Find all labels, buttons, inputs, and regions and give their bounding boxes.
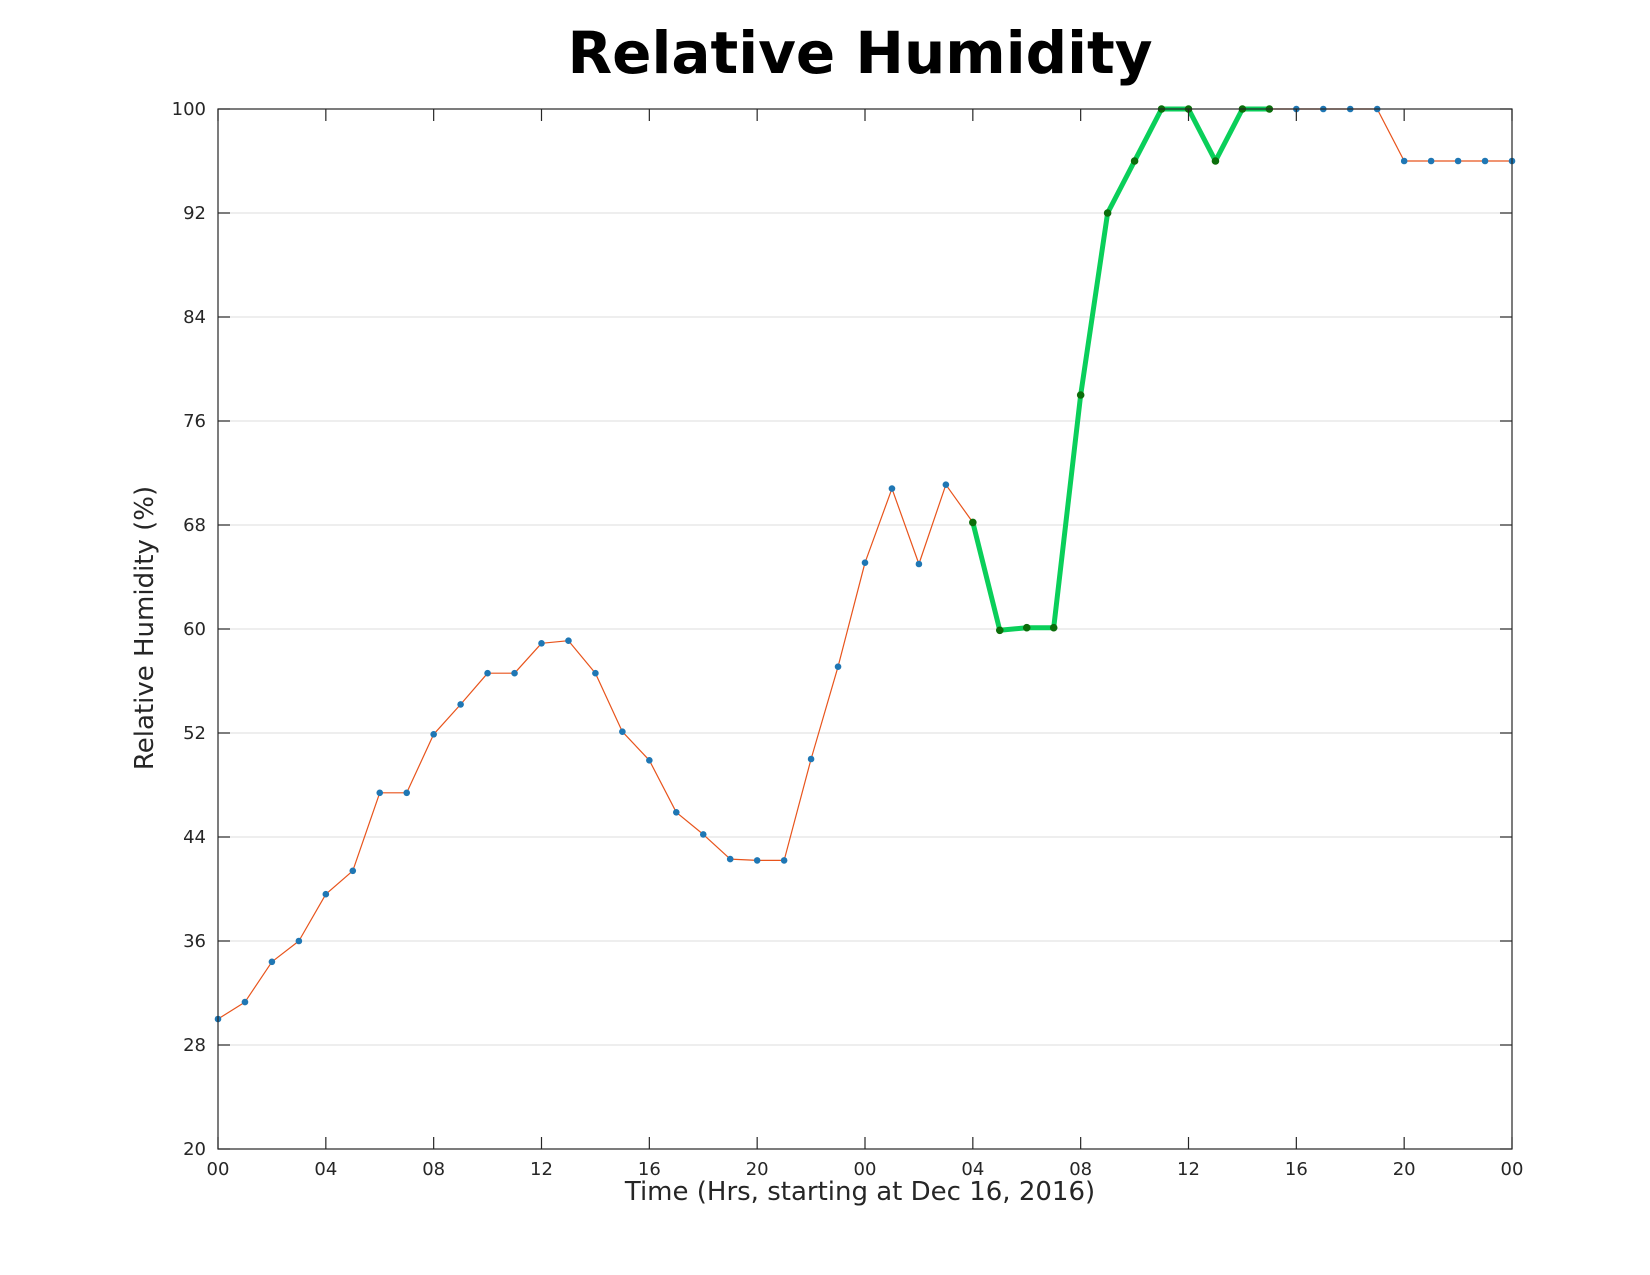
series-line-2	[970, 106, 1270, 633]
x-tick-label: 00	[854, 1159, 877, 1180]
data-point	[942, 481, 950, 489]
plot-series	[214, 105, 1516, 1023]
x-tick-label: 20	[1393, 1159, 1416, 1180]
x-axis-label: Time (Hrs, starting at Dec 16, 2016)	[624, 1177, 1095, 1207]
data-point	[1103, 209, 1112, 217]
y-tick-label: 100	[172, 99, 206, 120]
x-tick-label: 08	[1069, 1159, 1092, 1180]
x-tick-label: 00	[1501, 1159, 1524, 1180]
data-point	[807, 755, 815, 763]
data-point	[888, 485, 896, 492]
data-point	[1400, 157, 1408, 165]
y-tick-label: 84	[183, 307, 206, 328]
data-point	[511, 669, 518, 677]
y-axis-label: Relative Humidity (%)	[130, 486, 160, 770]
x-tick-label: 04	[961, 1159, 984, 1180]
data-point	[268, 958, 276, 966]
data-point	[457, 701, 464, 708]
y-tick-label: 44	[183, 827, 206, 848]
data-point	[295, 937, 303, 945]
data-point	[592, 669, 599, 677]
data-point	[1076, 391, 1085, 399]
y-tick-label: 52	[183, 723, 206, 744]
data-point	[322, 890, 330, 898]
y-tick-label: 20	[183, 1139, 206, 1160]
x-tick-label: 12	[530, 1159, 553, 1180]
data-point	[780, 857, 788, 864]
data-point	[969, 518, 977, 527]
x-tick-label: 20	[746, 1159, 769, 1180]
data-point	[753, 857, 761, 864]
data-point	[376, 789, 384, 797]
y-tick-label: 76	[183, 411, 206, 432]
data-point	[538, 640, 545, 647]
x-tick-label: 08	[422, 1159, 445, 1180]
data-point	[861, 559, 869, 566]
data-point	[726, 855, 734, 863]
data-point	[834, 663, 842, 670]
data-point	[1454, 157, 1462, 165]
data-point	[1049, 623, 1058, 632]
grid	[218, 212, 1512, 1046]
data-point	[995, 626, 1004, 635]
data-point	[619, 728, 626, 735]
y-tick-label: 36	[183, 931, 206, 952]
data-point	[699, 831, 707, 838]
data-point	[403, 789, 411, 797]
y-tick-label: 60	[183, 619, 206, 640]
x-tick-label: 04	[314, 1159, 337, 1180]
data-point	[646, 757, 653, 764]
data-point	[430, 731, 437, 738]
x-tick-label: 00	[207, 1159, 230, 1180]
data-point	[349, 867, 357, 875]
data-point	[1211, 157, 1220, 165]
x-tick-label: 16	[638, 1159, 661, 1180]
data-point	[565, 637, 572, 644]
data-point	[484, 669, 491, 677]
y-tick-label: 28	[183, 1035, 206, 1056]
y-tick-label: 92	[183, 203, 206, 224]
data-point	[672, 809, 680, 816]
data-point	[1427, 157, 1435, 165]
chart-title: Relative Humidity	[567, 19, 1152, 87]
x-tick-label: 12	[1177, 1159, 1200, 1180]
data-point	[241, 998, 249, 1006]
x-tick-label: 16	[1285, 1159, 1308, 1180]
data-point	[1481, 157, 1489, 165]
data-point	[1130, 157, 1139, 165]
data-point	[1022, 623, 1031, 632]
data-point	[915, 560, 923, 568]
y-tick-label: 68	[183, 515, 206, 536]
